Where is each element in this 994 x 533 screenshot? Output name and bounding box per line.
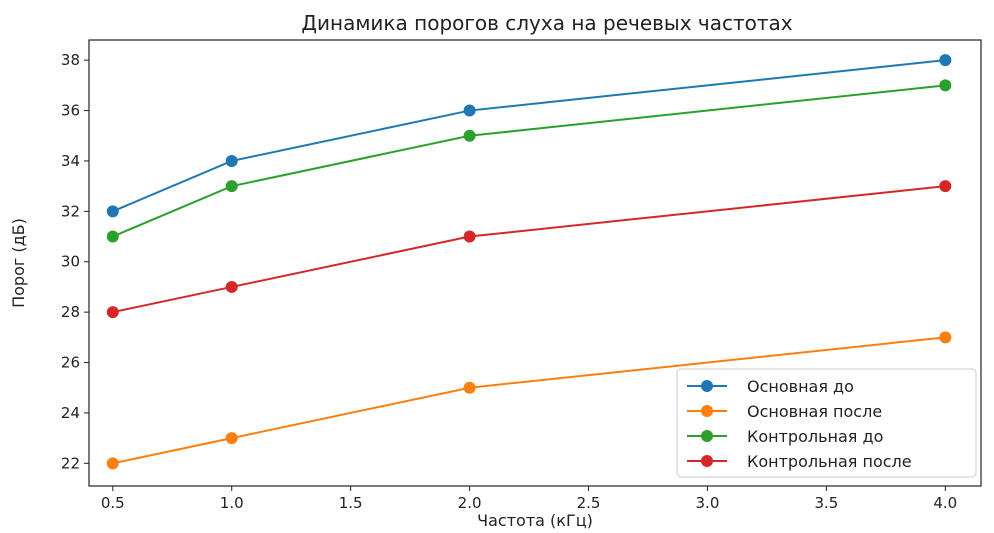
data-point [463, 129, 476, 142]
data-point [463, 381, 476, 394]
legend: Основная до Основная после Контрольная до К… [676, 368, 977, 478]
series-group [106, 54, 952, 470]
x-tick-label: 3.0 [696, 494, 720, 512]
x-tick-label: 4.0 [933, 494, 957, 512]
data-point [225, 180, 238, 193]
series-line-2 [112, 336, 946, 465]
y-tick-label: 28 [61, 303, 80, 321]
y-tick-label: 26 [61, 354, 80, 372]
data-point [225, 280, 238, 293]
data-point [463, 104, 476, 117]
x-tick-label: 3.5 [814, 494, 838, 512]
data-point [106, 205, 119, 218]
data-point [939, 54, 952, 67]
legend-marker [701, 430, 713, 442]
x-tick-label: 2.0 [458, 494, 482, 512]
y-tick-label: 36 [61, 102, 80, 120]
series-line-1 [112, 59, 946, 213]
legend-label: Контрольная после [747, 452, 912, 471]
x-tick-label: 1.5 [339, 494, 363, 512]
legend-marker [701, 405, 713, 417]
series-line-3 [112, 84, 946, 238]
data-point [106, 306, 119, 319]
data-point [463, 230, 476, 243]
y-tick-label: 32 [61, 202, 80, 220]
x-tick-label: 2.5 [577, 494, 601, 512]
y-tick-label: 30 [61, 253, 80, 271]
legend-label: Основная до [747, 377, 854, 396]
y-tick-label: 24 [61, 404, 80, 422]
legend-label: Основная после [747, 402, 882, 421]
data-point [225, 432, 238, 445]
legend-label: Контрольная до [747, 427, 883, 446]
y-axis-label: Порог (дБ) [9, 218, 28, 308]
x-tick-label: 1.0 [220, 494, 244, 512]
legend-marker [701, 455, 713, 467]
x-axis-label: Частота (кГц) [477, 511, 593, 530]
data-point [106, 457, 119, 470]
x-axis: 0.5 1.0 1.5 2.0 2.5 3.0 3.5 4.0 [101, 486, 957, 512]
legend-box [676, 368, 977, 478]
y-tick-label: 22 [61, 454, 80, 472]
data-point [939, 331, 952, 344]
y-axis: 22 24 26 28 30 32 34 36 38 [61, 51, 89, 472]
data-point [939, 180, 952, 193]
y-tick-label: 34 [61, 152, 80, 170]
legend-marker [701, 380, 713, 392]
x-tick-label: 0.5 [101, 494, 125, 512]
data-point [939, 79, 952, 92]
chart-title: Динамика порогов слуха на речевых частот… [301, 11, 792, 35]
y-tick-label: 38 [61, 51, 80, 69]
data-point [225, 154, 238, 167]
series-line-4 [112, 185, 946, 314]
plot-area-frame [88, 39, 982, 487]
data-point [106, 230, 119, 243]
